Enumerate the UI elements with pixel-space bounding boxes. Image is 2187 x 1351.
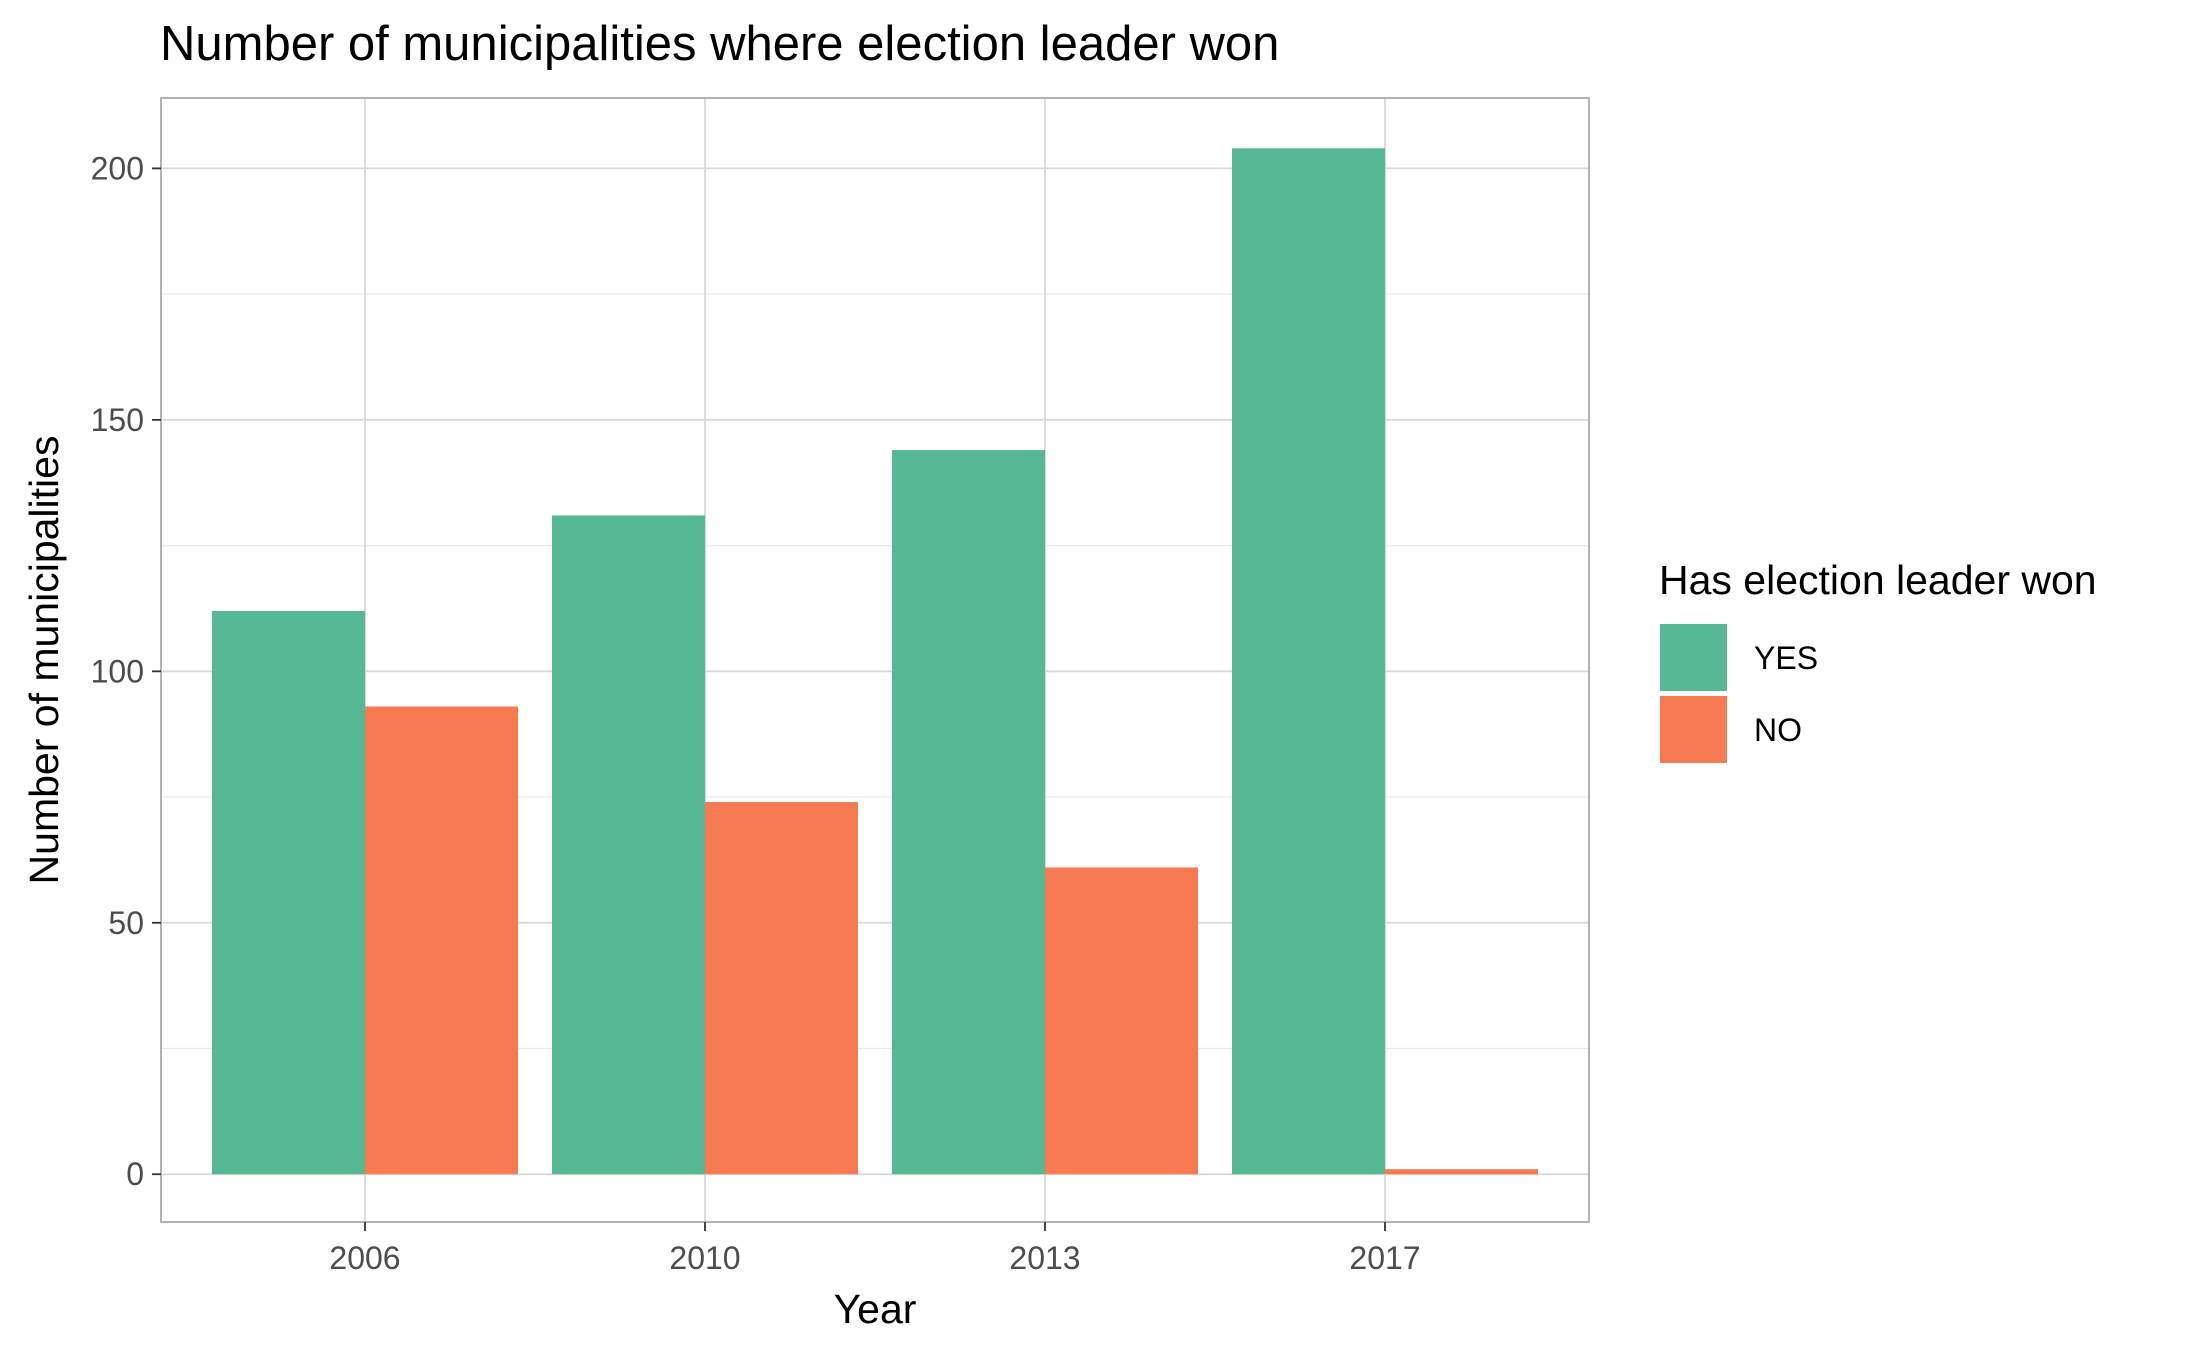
y-tick-label: 50 xyxy=(108,905,144,941)
y-axis-title: Number of municipalities xyxy=(21,436,67,885)
bars xyxy=(212,148,1538,1175)
legend-items: YES NO xyxy=(1660,624,1818,763)
panel-border xyxy=(160,97,1590,1223)
x-axis-ticks: 2006 2010 2013 2017 xyxy=(329,1222,1421,1276)
legend-key-no xyxy=(1660,696,1727,763)
bar-yes-2006 xyxy=(212,610,365,1175)
x-tick-label: 2010 xyxy=(669,1240,740,1276)
bar-yes-2010 xyxy=(552,515,705,1175)
x-tick-label: 2006 xyxy=(329,1240,400,1276)
bar-yes-2017 xyxy=(1232,148,1385,1175)
bar-no-2013 xyxy=(1045,867,1198,1175)
plot-panel xyxy=(160,97,1590,1223)
legend-label-yes: YES xyxy=(1754,640,1818,676)
y-tick-label: 0 xyxy=(126,1156,144,1192)
legend-title: Has election leader won xyxy=(1659,557,2097,603)
bar-no-2006 xyxy=(365,706,518,1175)
y-tick-label: 100 xyxy=(91,653,144,689)
x-tick-label: 2013 xyxy=(1009,1240,1080,1276)
legend: Has election leader won YES NO xyxy=(1659,557,2097,763)
y-tick-label: 200 xyxy=(91,150,144,186)
x-axis-title: Year xyxy=(834,1286,917,1332)
bar-no-2017 xyxy=(1385,1169,1538,1175)
legend-label-no: NO xyxy=(1754,712,1802,748)
y-axis-ticks: 0 50 100 150 200 xyxy=(91,150,161,1192)
x-tick-label: 2017 xyxy=(1349,1240,1420,1276)
chart-title: Number of municipalities where election … xyxy=(160,17,1279,71)
bar-no-2010 xyxy=(705,802,858,1175)
legend-key-yes xyxy=(1660,624,1727,691)
bar-yes-2013 xyxy=(892,450,1045,1175)
y-tick-label: 150 xyxy=(91,402,144,438)
